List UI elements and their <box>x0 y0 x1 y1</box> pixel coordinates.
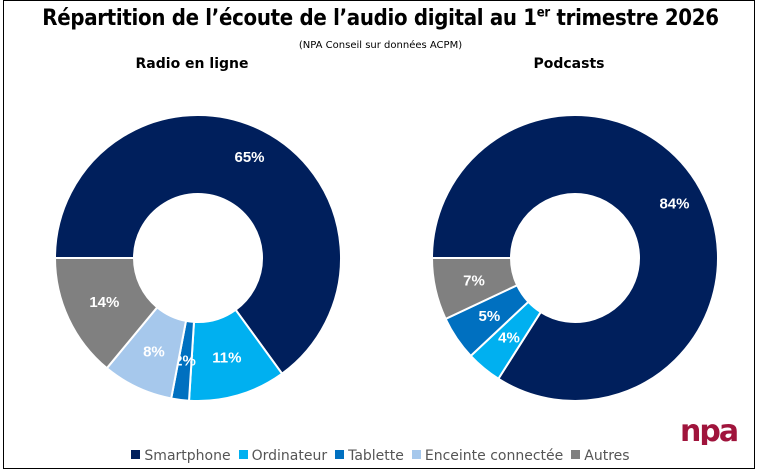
legend-swatch <box>411 450 421 459</box>
radio-chart-title: Radio en ligne <box>135 56 249 72</box>
logo-text: npa <box>680 415 737 445</box>
chart-title: Répartition de l’écoute de l’audio digit… <box>0 6 761 31</box>
legend-label: Tablette <box>348 448 404 464</box>
slice-smartphone <box>53 114 342 376</box>
legend-item: Tablette <box>335 448 404 464</box>
slice-autres <box>430 257 519 321</box>
slice-smartphone <box>430 114 719 402</box>
chart-subtitle: (NPA Conseil sur données ACPM) <box>298 40 463 51</box>
data-label: 8% <box>143 344 165 361</box>
npa-logo: npa <box>680 415 739 445</box>
slice-autres <box>53 257 159 370</box>
title-superscript: er <box>536 5 550 21</box>
legend-label: Autres <box>584 448 630 464</box>
legend-label: Ordinateur <box>251 448 328 464</box>
legend-label: Smartphone <box>144 448 231 464</box>
legend-swatch <box>131 450 141 459</box>
legend-item: Smartphone <box>131 448 231 464</box>
legend-swatch <box>238 450 248 459</box>
data-label: 4% <box>498 330 520 347</box>
data-label: 84% <box>659 195 689 212</box>
legend-swatch <box>571 450 581 459</box>
legend-label: Enceinte connectée <box>424 448 564 464</box>
data-label: 5% <box>479 308 501 325</box>
legend-item: Ordinateur <box>238 448 328 464</box>
title-text: Répartition de l’écoute de l’audio digit… <box>42 6 537 31</box>
legend-item: Enceinte connectée <box>411 448 564 464</box>
data-label: 11% <box>212 349 241 366</box>
podcasts-donut: 84% 4% 5% 7% <box>430 114 719 402</box>
legend-item: Autres <box>571 448 630 464</box>
data-label: 7% <box>463 273 485 290</box>
legend: Smartphone Ordinateur Tablette Enceinte con… <box>0 448 761 464</box>
title-text-end: trimestre 2026 <box>549 6 719 31</box>
data-label: 14% <box>89 294 119 311</box>
legend-swatch <box>335 450 345 459</box>
podcasts-chart-title: Podcasts <box>533 56 605 72</box>
data-label: 65% <box>235 149 265 166</box>
radio-donut: 65%11%2%8%14% <box>53 114 342 402</box>
